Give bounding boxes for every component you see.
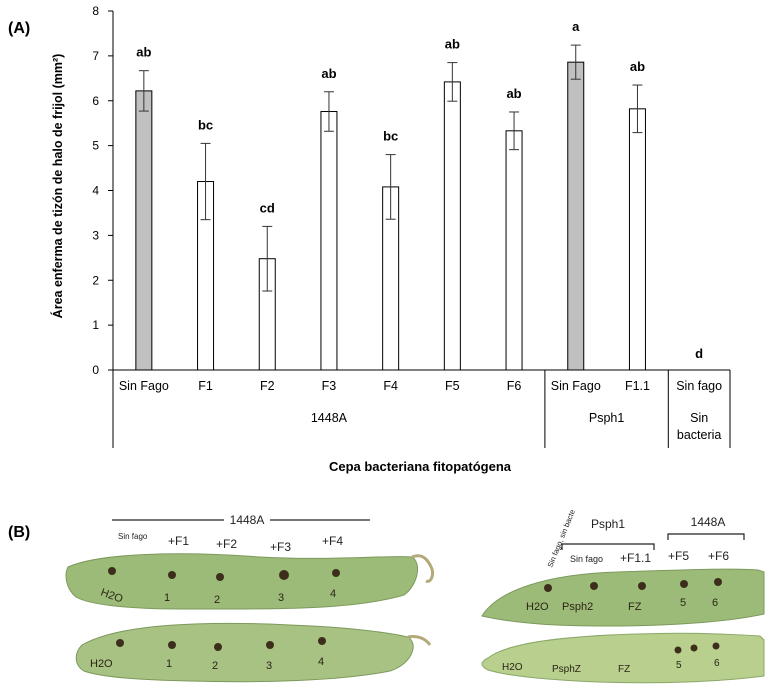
- bar: [135, 90, 153, 371]
- y-tick-label: 1: [92, 318, 99, 332]
- pod-right-top-mark-6: 6: [712, 597, 718, 609]
- significance-letter: bc: [383, 129, 398, 144]
- y-tick-label: 8: [92, 4, 99, 18]
- photo-left-label-f1: +F1: [168, 534, 189, 548]
- significance-letter: d: [695, 346, 703, 361]
- bar: [443, 81, 461, 371]
- x-tick-label: Sin Fago: [551, 379, 601, 393]
- y-tick-label: 0: [92, 363, 99, 377]
- x-tick-label: F4: [383, 379, 398, 393]
- significance-letter: cd: [260, 200, 275, 215]
- x-tick-label: F1: [198, 379, 213, 393]
- significance-letter: ab: [321, 66, 336, 81]
- x-tick-label: F1.1: [625, 379, 650, 393]
- photo-right-label-f6: +F6: [708, 549, 729, 563]
- photo-right-label-f5: +F5: [668, 549, 689, 563]
- photo-right-group-label-1: Psph1: [591, 517, 625, 531]
- y-tick-label: 7: [92, 49, 99, 63]
- bar: [505, 130, 523, 371]
- pod-bottom-mark-1: 1: [166, 658, 172, 670]
- bar: [320, 111, 338, 371]
- pod-right-top-mark-psph: Psph2: [562, 601, 593, 613]
- x-tick-label: Sin Fago: [119, 379, 169, 393]
- pod-bottom-mark-4: 4: [318, 656, 324, 668]
- photo-left-label-sinfago: Sin fago: [118, 532, 148, 541]
- photo-left-group-label: 1448A: [230, 513, 265, 527]
- pod-top-mark-4: 4: [330, 588, 336, 600]
- bean-pod-bottom: [75, 622, 414, 683]
- pod-bottom-mark-3: 3: [266, 660, 272, 672]
- pod-bottom-mark-h2o: H2O: [90, 658, 113, 670]
- photo-left-label-f3: +F3: [270, 540, 291, 554]
- photo-right-label-sinfago: Sin fago: [570, 554, 603, 564]
- bar: [628, 108, 646, 371]
- group-label: bacteria: [677, 428, 722, 442]
- significance-letter: ab: [136, 45, 151, 60]
- significance-letter: ab: [630, 59, 645, 74]
- group-label: 1448A: [311, 411, 348, 425]
- significance-letter: ab: [445, 37, 460, 52]
- pod-right-bottom-mark-h2o: H2O: [502, 662, 523, 673]
- bean-pod-right-top: [481, 568, 765, 627]
- y-tick-label: 2: [92, 273, 99, 287]
- pod-right-bottom-mark-5: 5: [676, 660, 682, 671]
- y-tick-label: 3: [92, 228, 99, 242]
- x-tick-label: F6: [507, 379, 522, 393]
- photo-pods-psph1-1448a: Sin fago, sin bacteria Psph1 1448A Sin f…: [468, 510, 768, 690]
- pod-top-mark-1: 1: [164, 592, 170, 604]
- group-label: Psph1: [589, 411, 624, 425]
- significance-letter: ab: [506, 86, 521, 101]
- x-tick-label: F5: [445, 379, 460, 393]
- x-tick-label: Sin fago: [676, 379, 722, 393]
- y-axis-label: Área enferma de tizón de halo de frijol …: [50, 54, 65, 319]
- panel-b-label: (B): [8, 524, 31, 541]
- y-tick-label: 6: [92, 94, 99, 108]
- group-label: Sin: [690, 411, 708, 425]
- photo-pods-1448a: 1448A Sin fago +F1 +F2 +F3 +F4 H2O 1 2 3…: [60, 505, 440, 690]
- y-tick-label: 5: [92, 139, 99, 153]
- pod-right-top-mark-5: 5: [680, 597, 686, 609]
- photo-right-label-f11: +F1.1: [620, 551, 651, 565]
- significance-letter: a: [572, 19, 580, 34]
- x-axis-label: Cepa bacteriana fitopatógena: [329, 459, 512, 474]
- x-tick-label: F3: [322, 379, 337, 393]
- photo-right-group-label-2: 1448A: [691, 515, 726, 529]
- pod-right-bottom-mark-f: FZ: [618, 664, 630, 675]
- panel-a-label: (A): [8, 20, 31, 37]
- pod-bottom-mark-2: 2: [212, 660, 218, 672]
- pod-right-bottom-mark-psph: PsphZ: [552, 664, 581, 675]
- pod-right-top-mark-f: FZ: [628, 601, 642, 613]
- bar: [567, 61, 585, 371]
- pod-top-mark-3: 3: [278, 592, 284, 604]
- bar-chart: 0 1 2 3 4 5 6 7 8 Sin Fago F1 F2 F3 F4 F5 F6 Sin Fago F1.…: [50, 4, 731, 474]
- pod-right-bottom-mark-6: 6: [714, 658, 720, 669]
- photo-left-label-f4: +F4: [322, 534, 343, 548]
- photo-left-label-f2: +F2: [216, 537, 237, 551]
- pod-right-top-mark-h2o: H2O: [526, 601, 549, 613]
- pod-top-mark-2: 2: [214, 594, 220, 606]
- significance-letter: bc: [198, 117, 213, 132]
- x-tick-label: F2: [260, 379, 275, 393]
- y-tick-label: 4: [92, 184, 99, 198]
- bean-pod-top: [65, 553, 419, 610]
